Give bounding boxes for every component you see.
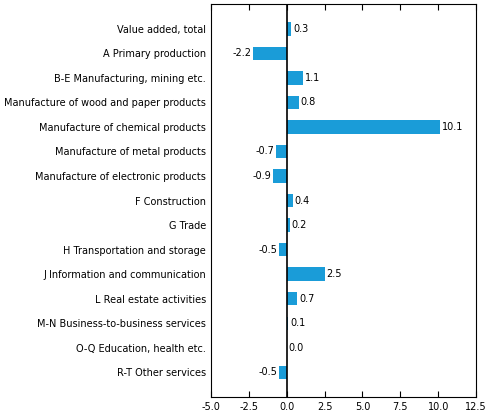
Bar bbox=[287, 96, 299, 109]
Bar bbox=[287, 292, 297, 305]
Text: -0.5: -0.5 bbox=[258, 245, 277, 255]
Text: 0.2: 0.2 bbox=[292, 220, 307, 230]
Text: 0.0: 0.0 bbox=[289, 343, 304, 353]
Bar bbox=[279, 243, 287, 256]
Text: -2.2: -2.2 bbox=[233, 48, 251, 58]
Text: 1.1: 1.1 bbox=[305, 73, 321, 83]
Text: -0.9: -0.9 bbox=[252, 171, 271, 181]
Bar bbox=[276, 145, 287, 158]
Text: 0.4: 0.4 bbox=[295, 196, 310, 206]
Text: 2.5: 2.5 bbox=[327, 269, 342, 279]
Bar bbox=[287, 194, 293, 207]
Text: 0.1: 0.1 bbox=[290, 318, 305, 328]
Text: -0.5: -0.5 bbox=[258, 367, 277, 377]
Text: -0.7: -0.7 bbox=[255, 146, 274, 156]
Text: 10.1: 10.1 bbox=[441, 122, 463, 132]
Text: 0.7: 0.7 bbox=[299, 294, 314, 304]
Bar bbox=[287, 317, 288, 330]
Bar bbox=[287, 71, 303, 84]
Text: 0.3: 0.3 bbox=[293, 24, 308, 34]
Text: 0.8: 0.8 bbox=[300, 97, 316, 107]
Bar bbox=[253, 47, 287, 60]
Bar bbox=[273, 169, 287, 183]
Bar bbox=[287, 120, 439, 134]
Bar bbox=[287, 267, 325, 281]
Bar bbox=[287, 218, 290, 232]
Bar bbox=[287, 22, 291, 35]
Bar bbox=[279, 366, 287, 379]
